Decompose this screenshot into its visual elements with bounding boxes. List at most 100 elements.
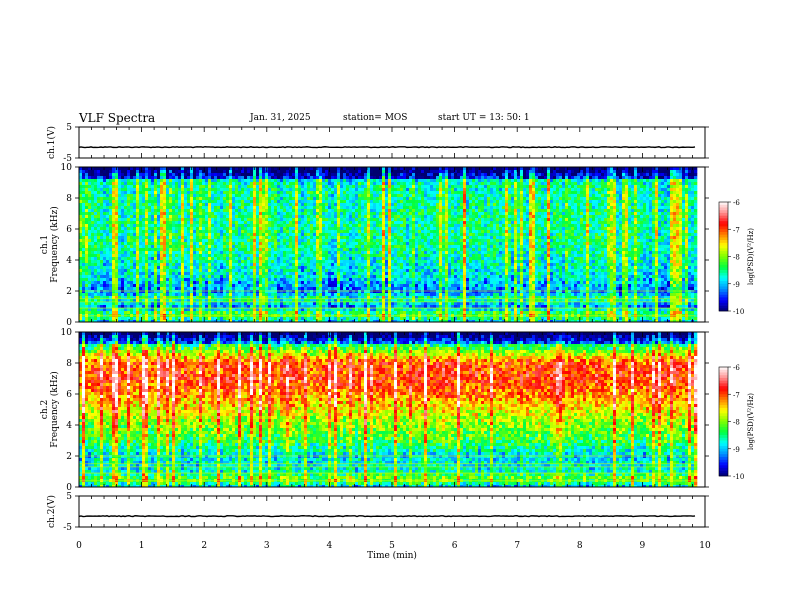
colorbar-step xyxy=(719,237,728,241)
colorbar-step xyxy=(719,218,728,222)
y-tick-label: 10 xyxy=(61,163,73,173)
colorbar-step xyxy=(719,245,728,249)
colorbar-step xyxy=(719,256,728,260)
colorbar-step xyxy=(719,305,728,309)
spectrogram-ylabel-channel: ch.1 xyxy=(40,235,50,254)
colorbar-tick-label: -7 xyxy=(733,226,740,234)
y-tick-label: 0 xyxy=(66,318,72,328)
colorbar-step xyxy=(719,372,728,376)
y-tick-label: -5 xyxy=(63,154,72,164)
waveform-panel-1: ch.1(V) xyxy=(46,126,706,159)
waveform-ylabel: ch.2(V) xyxy=(46,495,57,528)
colorbar-step xyxy=(719,253,728,257)
colorbar-step xyxy=(719,286,728,290)
date-label: Jan. 31, 2025 xyxy=(250,113,311,123)
colorbar-step xyxy=(719,302,728,306)
colorbar-step xyxy=(719,443,728,447)
colorbar-step xyxy=(719,210,728,214)
colorbar-step xyxy=(719,297,728,301)
y-tick-label: 2 xyxy=(66,287,72,297)
colorbar-step xyxy=(719,451,728,455)
colorbar-step xyxy=(719,248,728,252)
spectrogram-ylabel-channel: ch.2 xyxy=(40,400,50,419)
colorbar-step xyxy=(719,234,728,238)
x-tick-label: 1 xyxy=(139,541,145,551)
colorbar-step xyxy=(719,426,728,430)
colorbar-step xyxy=(719,462,728,466)
colorbar-step xyxy=(719,251,728,255)
colorbar-label: log(PSD)(V²/Hz) xyxy=(747,393,755,450)
colorbar-step xyxy=(719,421,728,425)
colorbar-step xyxy=(719,456,728,460)
waveform-frame xyxy=(78,495,706,528)
y-tick-label: 8 xyxy=(66,194,72,204)
spectrogram-panel-2: ch.1 Frequency (kHz) xyxy=(40,166,706,323)
y-tick-label: 6 xyxy=(66,225,72,235)
colorbar-tick-label: -10 xyxy=(733,308,744,316)
x-axis-label: Time (min) xyxy=(367,550,417,561)
colorbar-step xyxy=(719,204,728,208)
colorbar-step xyxy=(719,380,728,384)
start-time-label: start UT = 13: 50: 1 xyxy=(438,113,530,123)
colorbar-step xyxy=(719,202,728,206)
colorbar-tick-label: -6 xyxy=(733,199,740,207)
colorbar-step xyxy=(719,399,728,403)
x-tick-label: 10 xyxy=(699,541,711,551)
y-tick-label: 4 xyxy=(66,256,72,266)
x-tick-label: 8 xyxy=(577,541,583,551)
colorbar-step xyxy=(719,270,728,274)
colorbar-tick-label: -8 xyxy=(733,254,740,262)
colorbar-step xyxy=(719,221,728,225)
colorbar-step xyxy=(719,410,728,414)
colorbar-step xyxy=(719,223,728,227)
y-tick-label: -5 xyxy=(63,523,72,533)
panel-4-ticks: 0 1 2 3 4 5 6 7 8 9 10 5 -5 xyxy=(63,492,711,551)
x-tick-label: 7 xyxy=(514,541,520,551)
x-tick-label: 0 xyxy=(76,541,82,551)
colorbar-step xyxy=(719,367,728,371)
colorbar-step xyxy=(719,291,728,295)
x-tick-label: 3 xyxy=(264,541,270,551)
colorbar-step xyxy=(719,300,728,304)
spectrogram-image xyxy=(79,167,705,322)
colorbar-step xyxy=(719,402,728,406)
x-tick-label: 6 xyxy=(452,541,458,551)
colorbar-step xyxy=(719,459,728,463)
colorbar-tick-label: -9 xyxy=(733,281,740,289)
y-tick-label: 5 xyxy=(66,123,72,133)
colorbar-step xyxy=(719,229,728,233)
y-tick-label: 4 xyxy=(66,421,72,431)
colorbar-step xyxy=(719,259,728,263)
colorbar-step xyxy=(719,470,728,474)
colorbar-step xyxy=(719,207,728,211)
colorbar-step xyxy=(719,429,728,433)
colorbar-step xyxy=(719,383,728,387)
colorbar-step xyxy=(719,424,728,428)
panel-3-ticks: 0 2 4 6 8 10 xyxy=(61,328,709,493)
waveform-panel-4: ch.2(V) Time (min) xyxy=(46,495,706,561)
colorbar-step xyxy=(719,440,728,444)
colorbar-1: -6 -7 -8 -9 -10 log(PSD)(V²/Hz) xyxy=(718,199,755,316)
colorbar-tick-label: -10 xyxy=(733,473,744,481)
colorbar-step xyxy=(719,407,728,411)
colorbar-step xyxy=(719,405,728,409)
colorbar-step xyxy=(719,388,728,392)
colorbar-step xyxy=(719,435,728,439)
colorbar-step xyxy=(719,212,728,216)
colorbar-step xyxy=(719,369,728,373)
colorbar-step xyxy=(719,432,728,436)
y-tick-label: 8 xyxy=(66,359,72,369)
waveform-trace xyxy=(78,146,696,149)
colorbar-2: -6 -7 -8 -9 -10 log(PSD)(V²/Hz) xyxy=(718,364,755,481)
colorbar-step xyxy=(719,413,728,417)
station-label: station= MOS xyxy=(343,113,407,123)
y-tick-label: 6 xyxy=(66,390,72,400)
colorbar-step xyxy=(719,261,728,265)
x-tick-label: 9 xyxy=(640,541,646,551)
colorbar-tick-label: -9 xyxy=(733,446,740,454)
colorbar-step xyxy=(719,375,728,379)
colorbar-step xyxy=(719,467,728,471)
colorbar-step xyxy=(719,396,728,400)
colorbar-label: log(PSD)(V²/Hz) xyxy=(747,228,755,285)
